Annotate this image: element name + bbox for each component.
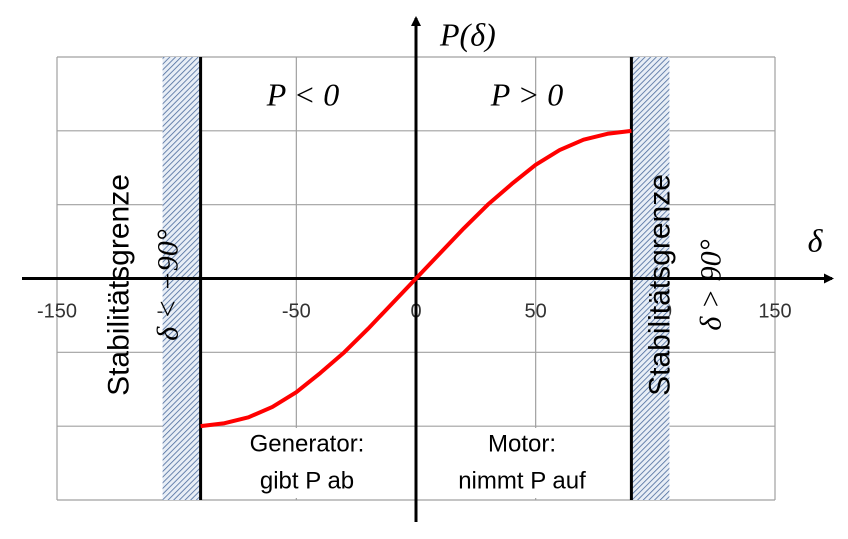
x-tick-label: -150 xyxy=(37,300,77,322)
note-bg xyxy=(427,428,617,498)
note: nimmt P auf xyxy=(458,467,586,494)
limit-label: δ < −90° xyxy=(151,229,184,340)
y-axis-label: P(δ) xyxy=(439,16,496,52)
note: Generator: xyxy=(250,430,365,457)
x-tick-label: 150 xyxy=(758,300,791,322)
plot: Stabilitätsgrenze δ < −90° Stabilitätsgren… xyxy=(22,16,834,522)
region-label: P > 0 xyxy=(490,76,564,112)
region-label: P < 0 xyxy=(266,76,340,112)
note: gibt P ab xyxy=(260,467,354,494)
note: Motor: xyxy=(488,430,556,457)
curve xyxy=(200,128,632,429)
x-tick-label: -50 xyxy=(282,300,311,322)
x-tick-label: 50 xyxy=(525,300,547,322)
note-bg xyxy=(222,428,392,498)
limit-title: Stabilitätsgrenze xyxy=(643,174,676,396)
limit-label: δ > 90° xyxy=(694,239,727,330)
x-axis-label: δ xyxy=(808,222,824,258)
limit-title: Stabilitätsgrenze xyxy=(103,174,136,396)
